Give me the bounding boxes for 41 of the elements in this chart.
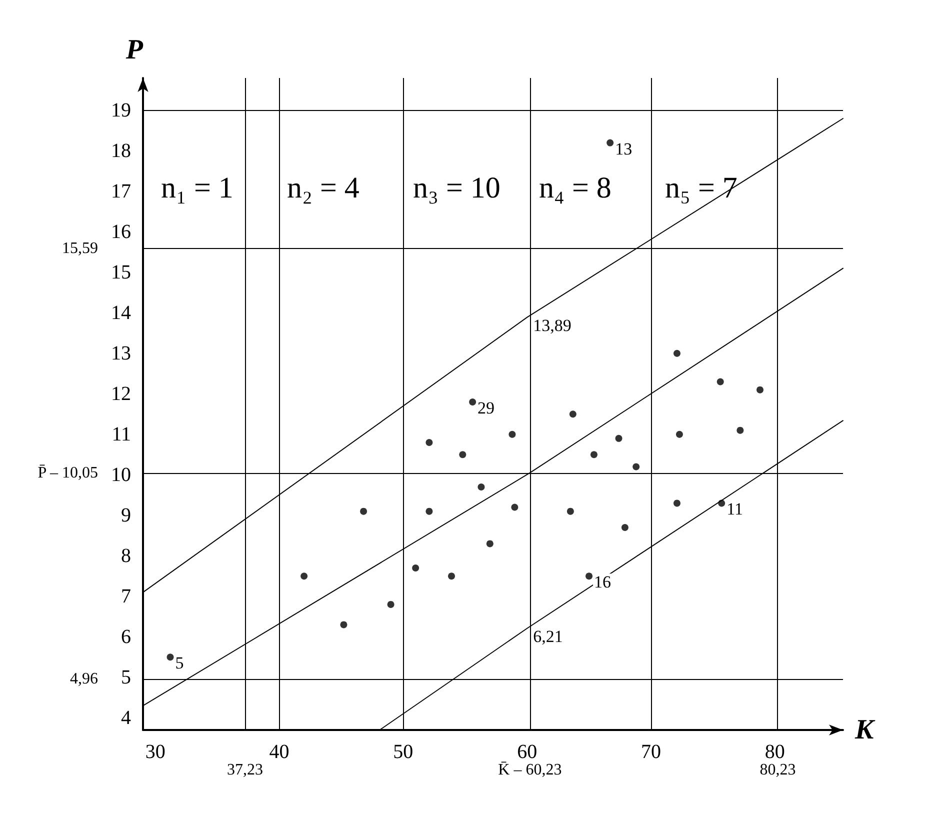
annotation: 29 bbox=[478, 398, 495, 418]
y-tick-label: 17 bbox=[111, 180, 131, 202]
x-tick-label: 40 bbox=[269, 741, 290, 763]
ref-line-label: 15,59 bbox=[62, 240, 98, 257]
y-tick-label: 15 bbox=[111, 261, 131, 284]
y-tick-label: 6 bbox=[121, 626, 131, 648]
y-tick-label: 12 bbox=[111, 382, 131, 405]
ref-line-label: P̄ – 10,05 bbox=[38, 464, 98, 482]
y-tick-label: 19 bbox=[111, 99, 131, 122]
y-axis-title: P bbox=[124, 34, 144, 66]
annotation: n₂ = 4 bbox=[287, 172, 360, 204]
y-tick-label: 16 bbox=[111, 220, 131, 243]
annotation: 5 bbox=[175, 654, 184, 673]
x-tick-label: 50 bbox=[393, 741, 414, 763]
y-tick-label: 4 bbox=[121, 706, 131, 729]
y-tick-label: 8 bbox=[121, 544, 131, 567]
annotation: 16 bbox=[594, 572, 612, 592]
y-tick-label: 9 bbox=[121, 504, 131, 526]
x-tick-label: 70 bbox=[640, 741, 661, 763]
x-axis-title: K bbox=[854, 714, 876, 746]
ref-line-label: 37,23 bbox=[226, 762, 263, 778]
annotation: n₃ = 10 bbox=[413, 172, 500, 204]
x-tick-label: 30 bbox=[145, 741, 166, 763]
annotation: 13 bbox=[615, 139, 632, 158]
y-tick-label: 11 bbox=[112, 423, 131, 446]
annotation: n₄ = 8 bbox=[539, 172, 612, 204]
ref-line-label: K̄ – 60,23 bbox=[498, 762, 562, 778]
x-tick-label: 60 bbox=[517, 741, 538, 763]
y-tick-label: 7 bbox=[121, 585, 131, 608]
annotation: n₁ = 1 bbox=[161, 172, 234, 204]
annotation: 11 bbox=[726, 500, 743, 519]
x-tick-label: 80 bbox=[764, 741, 785, 763]
data-label: 13,89 bbox=[533, 316, 572, 335]
y-tick-label: 14 bbox=[111, 302, 131, 324]
y-tick-label: 5 bbox=[121, 666, 131, 688]
data-label: 6,21 bbox=[533, 626, 563, 646]
ref-line-label: 80,23 bbox=[760, 762, 796, 778]
ref-line-label: 4,96 bbox=[70, 670, 98, 688]
y-tick-label: 18 bbox=[111, 140, 131, 162]
y-tick-label: 13 bbox=[111, 342, 131, 364]
y-tick-label: 10 bbox=[111, 464, 131, 486]
